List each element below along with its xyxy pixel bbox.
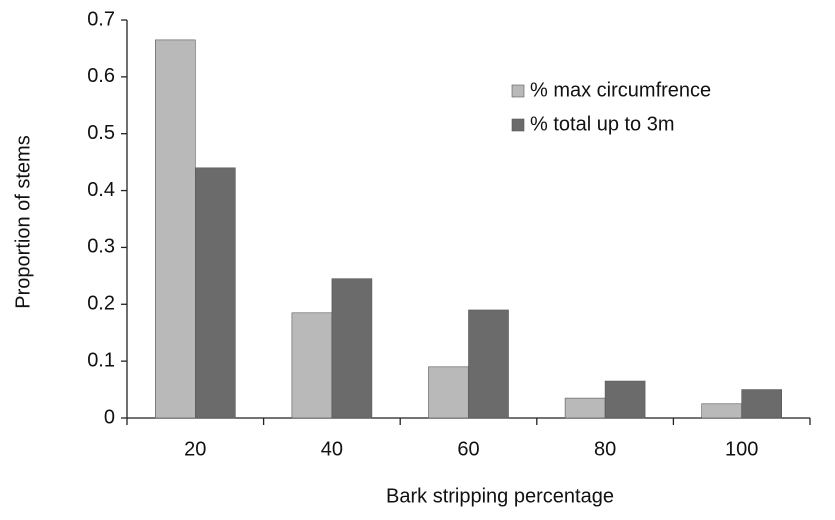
bar [741, 389, 783, 419]
x-axis-label: Bark stripping percentage [386, 485, 614, 507]
bar [195, 167, 236, 419]
legend-label: % max circumfrence [530, 79, 711, 101]
y-tick-label: 0.2 [87, 293, 115, 315]
bar [701, 403, 743, 419]
bar [604, 380, 646, 419]
y-tick-label: 0.6 [87, 65, 115, 87]
bar [291, 312, 333, 419]
legend-swatch [511, 84, 525, 98]
bar [331, 278, 373, 419]
y-tick-label: 0.3 [87, 236, 115, 258]
x-tick-label: 60 [457, 438, 479, 460]
legend-swatch [511, 118, 525, 132]
y-tick-label: 0 [104, 406, 115, 428]
bar [155, 39, 196, 419]
x-tick-label: 80 [594, 438, 616, 460]
bar [468, 309, 509, 419]
x-tick-label: 20 [184, 438, 206, 460]
x-tick-label: 40 [321, 438, 343, 460]
y-tick-label: 0.4 [87, 179, 115, 201]
y-axis-label: Proportion of stems [12, 135, 34, 308]
y-tick-label: 0.7 [87, 8, 115, 30]
y-tick-label: 0.5 [87, 122, 115, 144]
x-tick-label: 100 [725, 438, 758, 460]
bar [564, 397, 606, 419]
y-tick-label: 0.1 [87, 349, 115, 371]
bar [428, 366, 469, 419]
legend-label: % total up to 3m [530, 113, 675, 135]
